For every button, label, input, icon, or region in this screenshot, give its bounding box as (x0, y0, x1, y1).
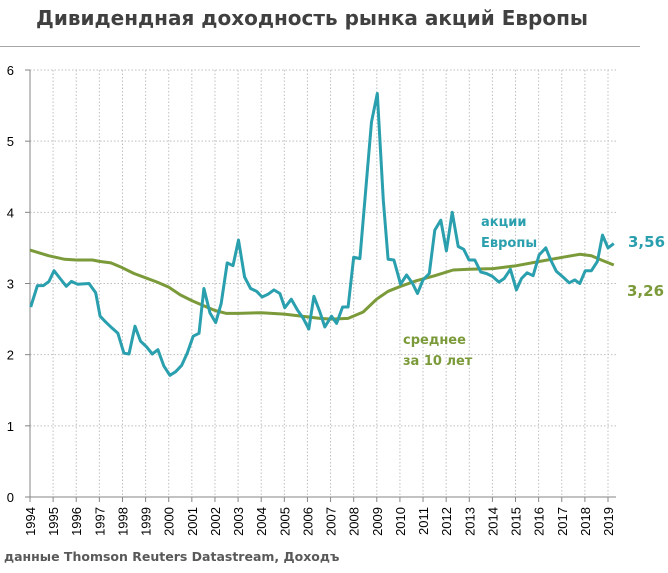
y-tick-label: 2 (7, 348, 14, 363)
y-tick-label: 5 (7, 134, 14, 149)
x-tick-label: 1994 (23, 507, 38, 536)
y-tick-label: 0 (7, 490, 14, 505)
x-tick-label: 2006 (300, 507, 315, 536)
source-note: данные Thomson Reuters Datastream, Доход… (4, 549, 340, 564)
title-divider (0, 46, 640, 47)
x-tick-label: 2018 (578, 507, 593, 536)
series-label-10y-average: за 10 лет (403, 354, 473, 369)
series-label-10y-average: среднее (403, 333, 466, 348)
x-tick-label: 2007 (324, 507, 339, 536)
y-tick-label: 4 (7, 205, 14, 220)
end-value-label: 3,56 (628, 233, 665, 251)
x-tick-label: 2000 (162, 507, 177, 536)
y-tick-label: 1 (7, 419, 14, 434)
x-tick-label: 2009 (370, 507, 385, 536)
x-tick-label: 2005 (277, 507, 292, 536)
x-tick-label: 2016 (532, 507, 547, 536)
x-tick-label: 2001 (185, 507, 200, 536)
series-label-europe-stocks: Европы (481, 236, 537, 251)
series-line-10y-average (29, 248, 615, 321)
x-tick-label: 1996 (69, 507, 84, 536)
x-tick-label: 2010 (393, 507, 408, 536)
x-tick-label: 2008 (347, 507, 362, 536)
x-tick-label: 2013 (462, 507, 477, 536)
y-tick-label: 3 (7, 277, 14, 292)
series-label-europe-stocks: акции (481, 215, 526, 230)
x-tick-label: 1998 (115, 507, 130, 536)
x-tick-label: 1997 (92, 507, 107, 536)
x-tick-label: 2012 (439, 507, 454, 536)
y-tick-label: 6 (7, 63, 14, 78)
x-tick-label: 2011 (416, 507, 431, 535)
series-line-europe-stocks (29, 92, 615, 377)
x-tick-label: 2017 (555, 507, 570, 536)
chart-title: Дивидендная доходность рынка акций Европ… (36, 6, 589, 30)
x-tick-label: 2002 (208, 507, 223, 536)
end-value-label: 3,26 (627, 282, 664, 300)
x-tick-label: 2003 (231, 507, 246, 536)
x-tick-label: 1995 (46, 507, 61, 536)
x-tick-label: 1999 (139, 507, 154, 536)
x-tick-label: 2019 (601, 507, 616, 536)
x-tick-label: 2015 (509, 507, 524, 536)
x-tick-label: 2014 (485, 507, 500, 536)
x-tick-label: 2004 (254, 507, 269, 536)
